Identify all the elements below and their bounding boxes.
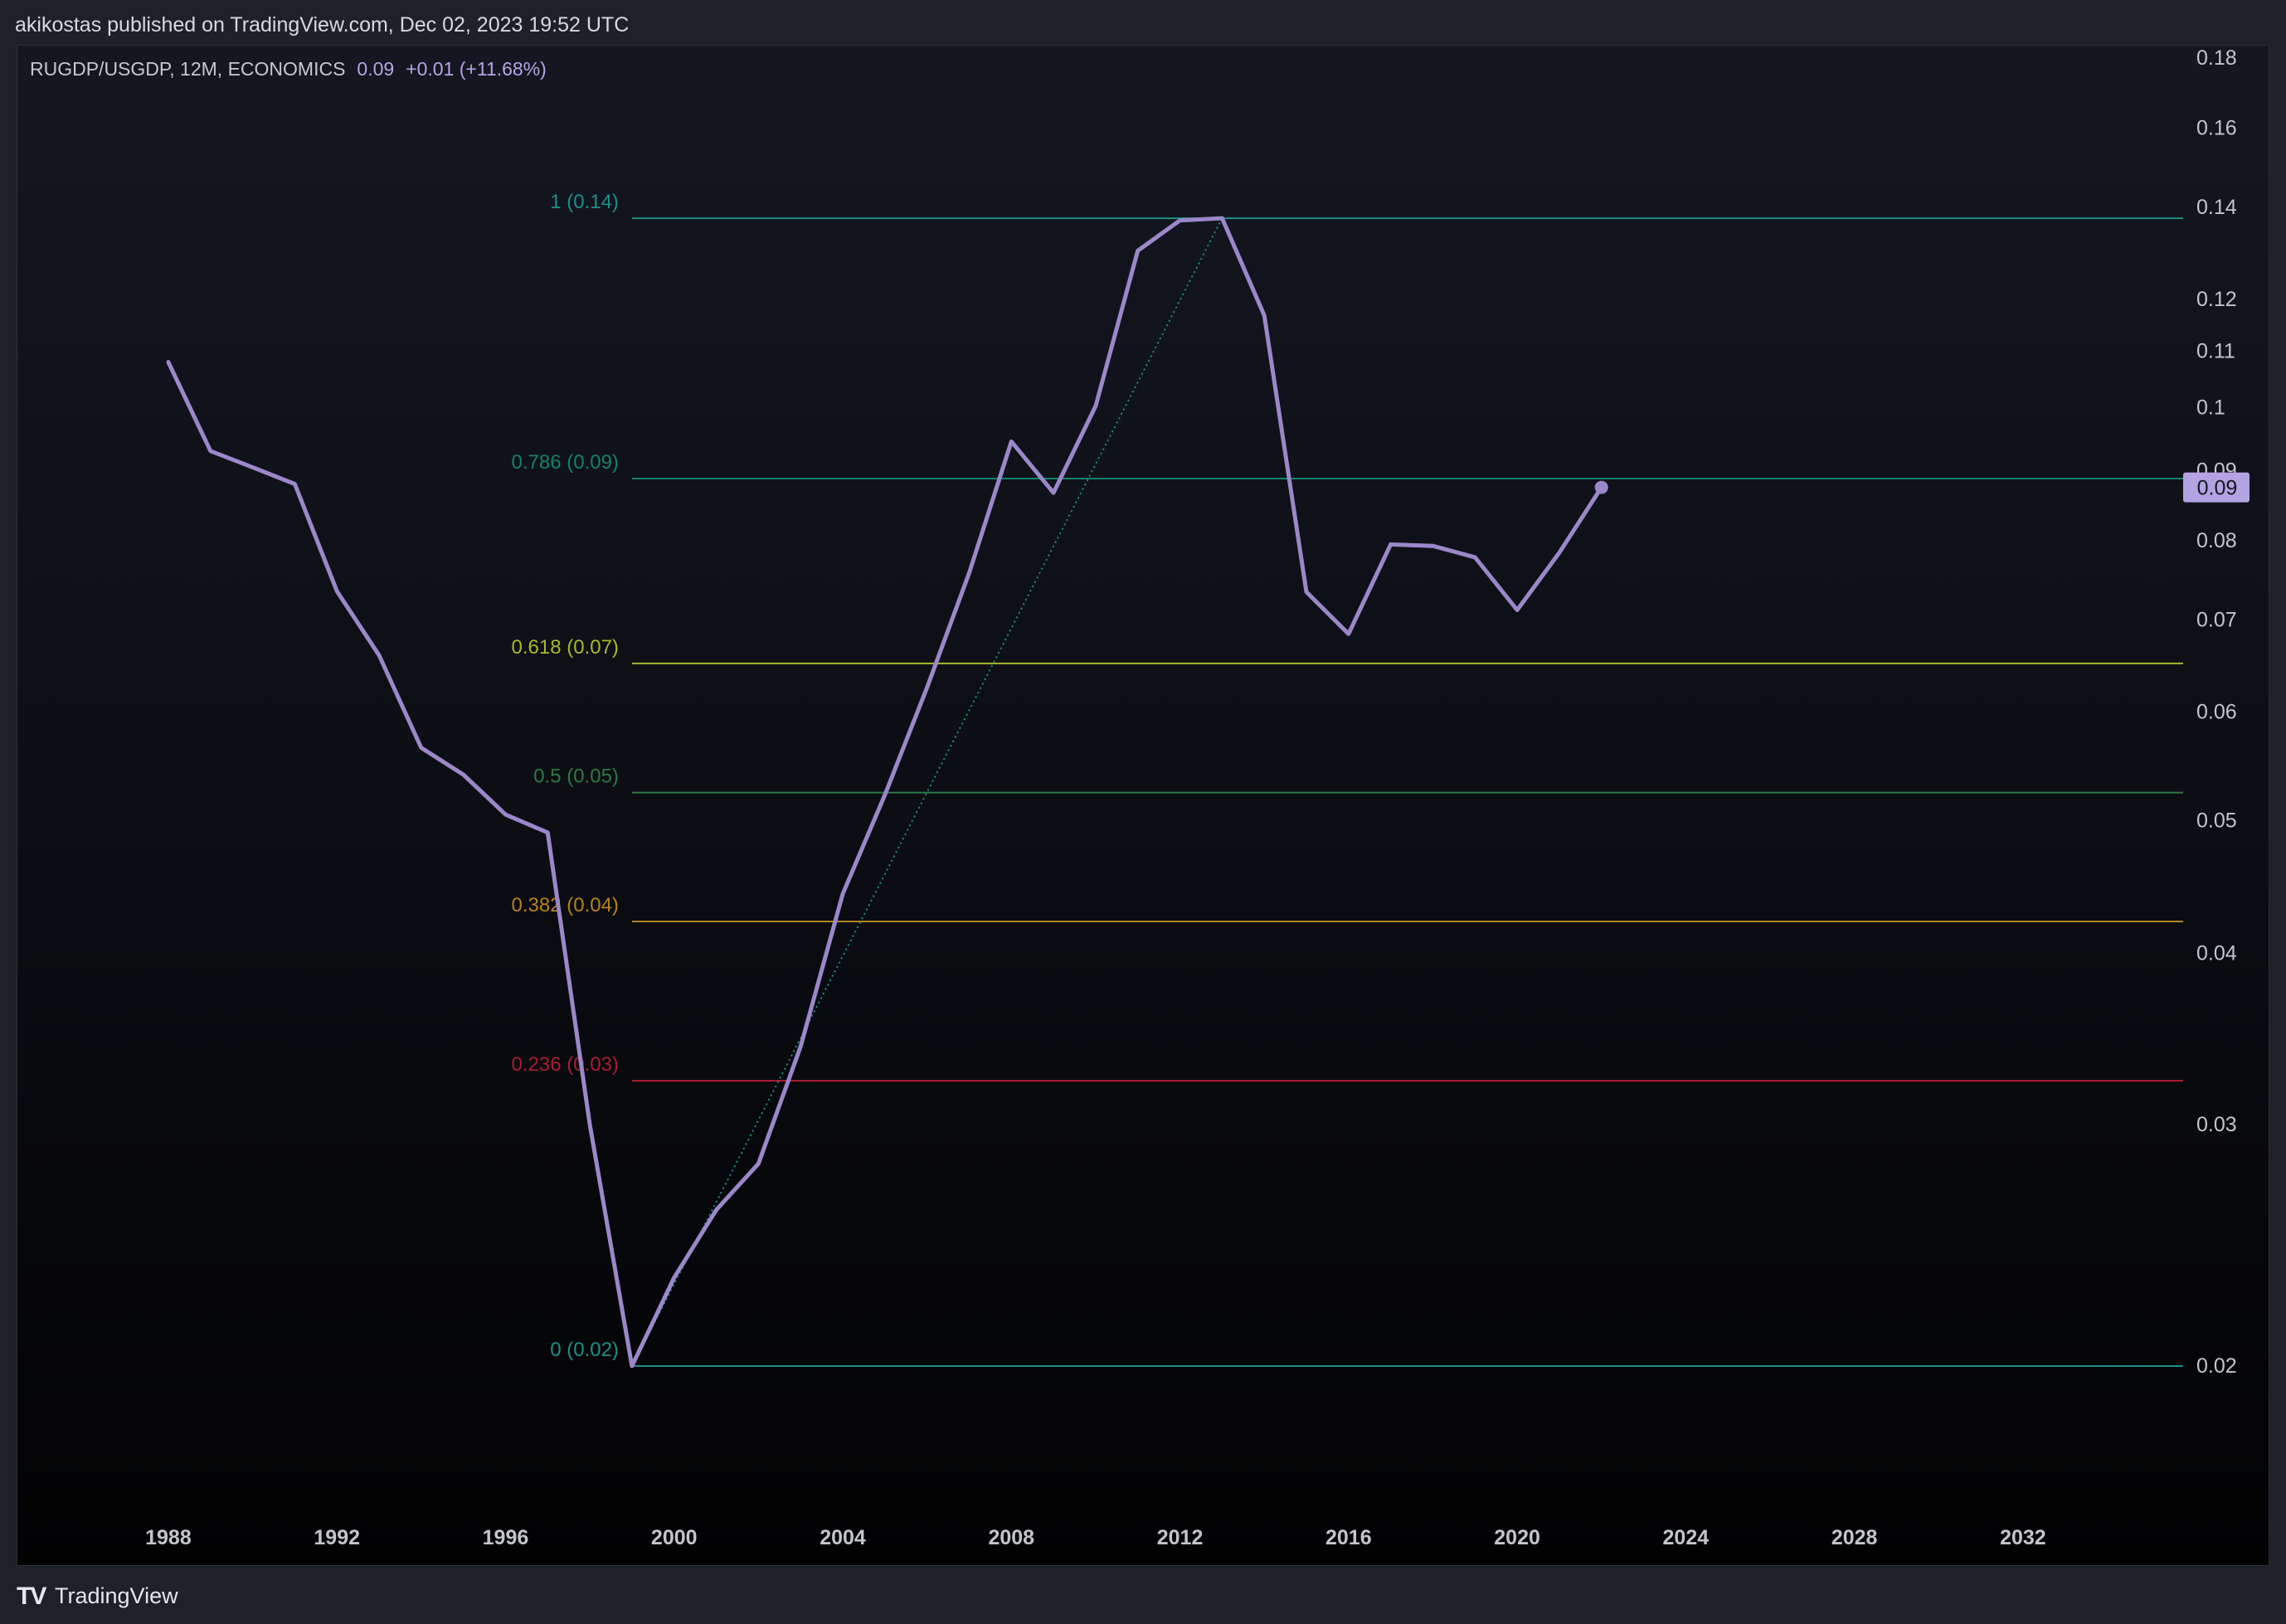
x-tick-label: 1996: [483, 1526, 529, 1549]
fib-level-label: 0.382 (0.04): [512, 894, 619, 917]
x-tick-label: 2016: [1325, 1526, 1372, 1549]
legend-symbol: RUGDP/USGDP, 12M, ECONOMICS: [30, 58, 346, 80]
last-price-label: 0.09: [2197, 477, 2238, 500]
x-tick-label: 2020: [1494, 1526, 1540, 1549]
fib-level-label: 0 (0.02): [550, 1339, 619, 1361]
y-tick-label: 0.18: [2196, 46, 2237, 70]
x-tick-label: 1992: [314, 1526, 360, 1549]
y-tick-label: 0.11: [2196, 339, 2235, 362]
published-by-text: akikostas published on TradingView.com, …: [15, 13, 630, 36]
fibonacci-labels: 1 (0.14) 0.786 (0.09) 0.618 (0.07) 0.5 (0.0…: [512, 191, 619, 1361]
legend-change: +0.01 (+11.68%): [406, 58, 547, 80]
fib-level-label: 1 (0.14): [550, 191, 619, 213]
ratio-series-line: [166, 216, 1604, 1369]
x-tick-label: 2008: [988, 1526, 1034, 1549]
x-tick-label: 2028: [1831, 1526, 1878, 1549]
y-tick-label: 0.02: [2196, 1354, 2237, 1378]
series-layer: [166, 216, 1608, 1369]
x-tick-label: 1988: [145, 1526, 192, 1549]
time-axis[interactable]: 1988 1992 1996 2000 2004 2008 2012 2016 2020 2024…: [145, 1526, 2046, 1549]
y-tick-label: 0.1: [2196, 396, 2225, 420]
last-price-marker: 0.09: [2183, 472, 2250, 503]
y-tick-label: 0.16: [2196, 116, 2237, 139]
price-axis[interactable]: 0.18 0.16 0.14 0.12 0.11 0.1 0.09 0.08 0.07 0.06 0…: [2196, 46, 2237, 1378]
fib-level-label: 0.618 (0.07): [512, 636, 619, 659]
publish-header: akikostas published on TradingView.com, …: [0, 0, 2286, 45]
fib-level-label: 0.786 (0.09): [512, 451, 619, 474]
chart-panel[interactable]: [17, 45, 2269, 1566]
last-price-badge: [2183, 472, 2250, 503]
fib-level-label: 0.5 (0.05): [533, 766, 619, 788]
y-tick-label: 0.08: [2196, 529, 2237, 552]
x-tick-label: 2012: [1157, 1526, 1204, 1549]
x-tick-label: 2004: [820, 1526, 866, 1549]
y-tick-label: 0.06: [2196, 700, 2237, 723]
fibonacci-retracement[interactable]: [631, 217, 2183, 1368]
y-tick-label: 0.07: [2196, 609, 2237, 632]
y-tick-label: 0.05: [2196, 809, 2237, 832]
y-tick-label: 0.14: [2196, 196, 2237, 219]
brand-name[interactable]: TradingView: [55, 1583, 178, 1608]
legend-value: 0.09: [357, 58, 395, 80]
fib-level-label: 0.236 (0.03): [512, 1053, 619, 1076]
x-tick-label: 2000: [651, 1526, 698, 1549]
y-tick-label: 0.03: [2196, 1113, 2237, 1136]
y-tick-label: 0.04: [2196, 941, 2237, 965]
footer-bar: TV TradingView: [0, 1566, 2286, 1624]
y-tick-label: 0.12: [2196, 288, 2237, 311]
series-legend[interactable]: RUGDP/USGDP, 12M, ECONOMICS 0.09 +0.01 (+1…: [30, 58, 547, 80]
fib-trend-line: [631, 217, 1223, 1367]
last-data-point: [1594, 480, 1608, 494]
x-tick-label: 2032: [2000, 1526, 2046, 1549]
tradingview-logo-icon[interactable]: TV: [17, 1583, 46, 1610]
x-tick-label: 2024: [1663, 1526, 1710, 1549]
